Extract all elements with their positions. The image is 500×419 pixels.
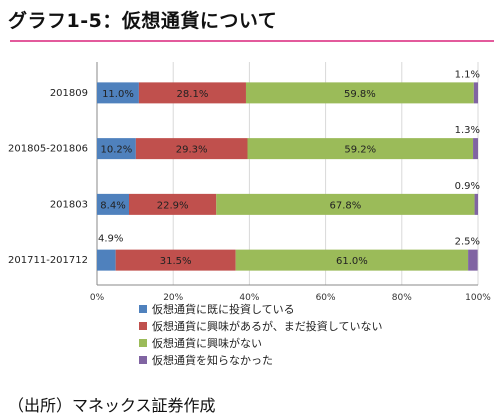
- legend: 仮想通貨に既に投資している仮想通貨に興味があるが、まだ投資していない仮想通貨に興…: [139, 302, 382, 367]
- data-label: 61.0%: [336, 256, 368, 267]
- bar-segment: [235, 249, 469, 271]
- bar-segment: [115, 249, 236, 271]
- legend-label: 仮想通貨に興味がない: [152, 336, 262, 350]
- bar-segment: [138, 82, 246, 104]
- legend-swatch: [139, 322, 147, 330]
- bar-segment: [97, 138, 136, 160]
- data-label: 67.8%: [330, 200, 362, 211]
- legend-label: 仮想通貨を知らなかった: [152, 353, 273, 367]
- data-label: 59.2%: [344, 145, 376, 156]
- bar-segment: [97, 193, 130, 215]
- legend-swatch: [139, 339, 147, 347]
- bar-segment: [129, 193, 217, 215]
- x-tick-label: 40%: [239, 293, 259, 303]
- data-label: 29.3%: [176, 145, 208, 156]
- data-label: 22.9%: [157, 200, 189, 211]
- category-label: 201711-201712: [8, 255, 88, 266]
- bar-segment: [474, 193, 478, 215]
- bar-segment: [245, 82, 474, 104]
- stacked-bar-chart: 0% 20% 40% 60% 80% 100% 201809 201805-201806 201…: [8, 62, 491, 367]
- data-labels: 11.0% 28.1% 59.8% 1.1% 10.2% 29.3% 59.2% 1.3% 8.…: [98, 69, 480, 267]
- data-label: 1.3%: [455, 125, 480, 136]
- legend-label: 仮想通貨に興味があるが、まだ投資していない: [152, 319, 382, 333]
- data-label: 8.4%: [100, 200, 125, 211]
- bar-segment: [97, 82, 139, 104]
- data-label: 4.9%: [98, 234, 123, 245]
- data-label: 10.2%: [101, 145, 133, 156]
- x-tick-label: 100%: [465, 293, 491, 303]
- data-label: 28.1%: [177, 89, 209, 100]
- title-divider: [10, 40, 494, 42]
- axes: 0% 20% 40% 60% 80% 100% 201809 201805-201806 201…: [8, 62, 491, 303]
- bar-segment: [473, 82, 478, 104]
- x-tick-label: 0%: [90, 293, 105, 303]
- data-label: 59.8%: [344, 89, 376, 100]
- bar-segment: [468, 249, 478, 271]
- x-tick-label: 60%: [316, 293, 336, 303]
- page-title: グラフ1-5：仮想通貨について: [8, 10, 278, 32]
- data-label: 0.9%: [455, 181, 480, 192]
- x-tick-label: 80%: [392, 293, 412, 303]
- data-label: 1.1%: [455, 69, 480, 80]
- bar-segment: [97, 249, 116, 271]
- bar-segment: [247, 138, 474, 160]
- category-label: 201805-201806: [8, 144, 88, 155]
- bar-segment: [473, 138, 478, 160]
- x-tick-label: 20%: [163, 293, 183, 303]
- legend-swatch: [139, 356, 147, 364]
- legend-label: 仮想通貨に既に投資している: [152, 302, 295, 316]
- bars: [97, 82, 478, 271]
- category-label: 201809: [50, 88, 88, 99]
- data-label: 11.0%: [102, 89, 134, 100]
- data-label: 2.5%: [455, 237, 480, 248]
- bar-segment: [135, 138, 248, 160]
- data-label: 31.5%: [160, 256, 192, 267]
- category-label: 201803: [50, 199, 88, 210]
- bar-segment: [216, 193, 475, 215]
- source-note: （出所）マネックス証券作成: [8, 396, 216, 415]
- legend-swatch: [139, 305, 147, 313]
